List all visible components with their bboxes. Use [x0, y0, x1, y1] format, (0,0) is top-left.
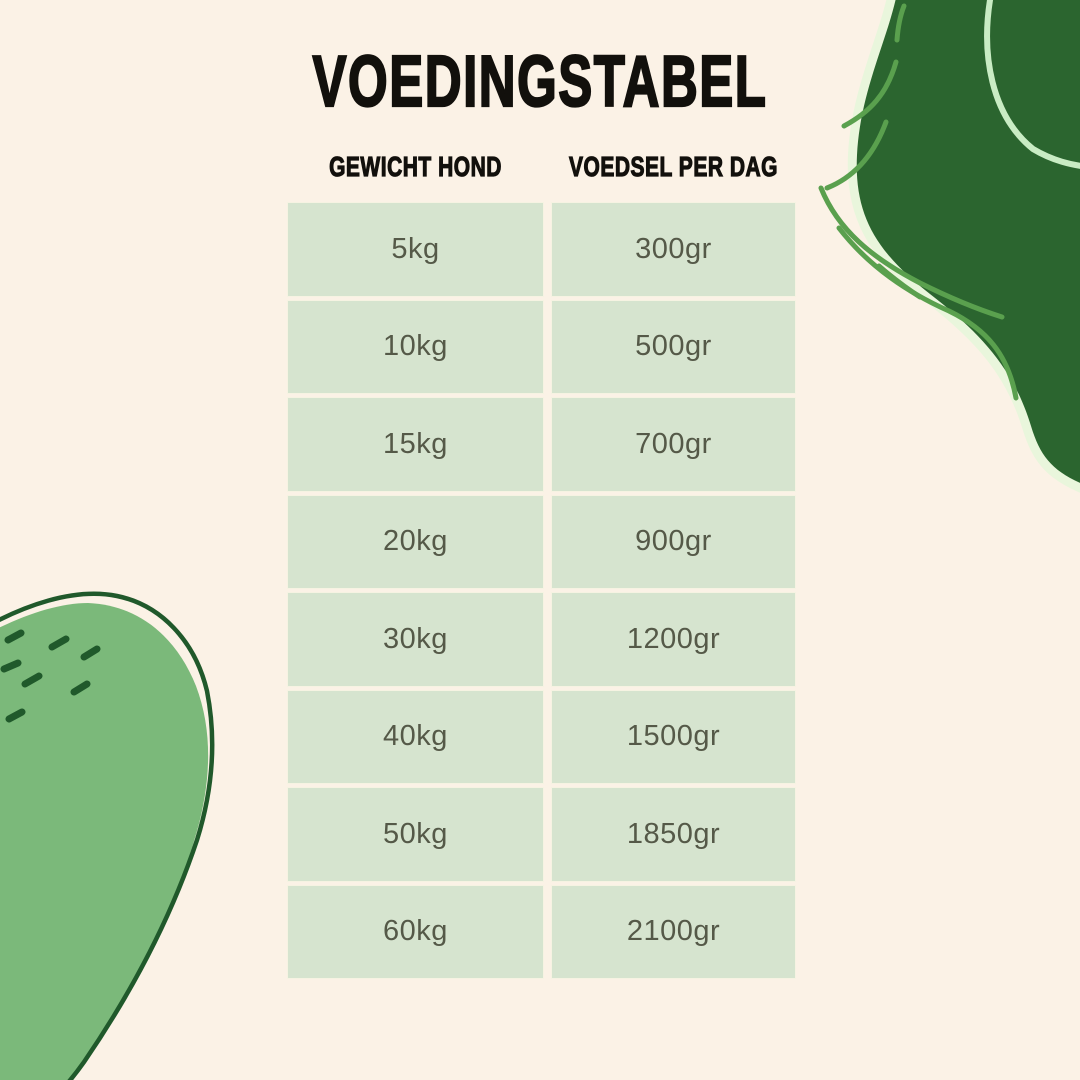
column-header-food: VOEDSEL PER DAG — [569, 152, 778, 183]
table-row: 15kg 700gr — [287, 397, 796, 492]
weight-cell: 50kg — [287, 787, 544, 882]
page-title: VOEDINGSTABEL — [312, 40, 768, 123]
food-cell: 1200gr — [551, 592, 796, 687]
weight-cell: 15kg — [287, 397, 544, 492]
weight-cell: 20kg — [287, 494, 544, 589]
table-row: 60kg 2100gr — [287, 884, 796, 979]
food-cell: 1850gr — [551, 787, 796, 882]
table-row: 40kg 1500gr — [287, 689, 796, 784]
food-cell: 900gr — [551, 494, 796, 589]
table-row: 5kg 300gr — [287, 202, 796, 297]
table-row: 50kg 1850gr — [287, 787, 796, 882]
leaf-blob-fill — [0, 603, 209, 1080]
weight-cell: 30kg — [287, 592, 544, 687]
leaf-seed-dashes — [0, 629, 101, 723]
food-cell: 300gr — [551, 202, 796, 297]
food-cell: 700gr — [551, 397, 796, 492]
weight-cell: 10kg — [287, 299, 544, 394]
leaf-blob-outline — [0, 591, 215, 1080]
food-cell: 500gr — [551, 299, 796, 394]
table-row: 30kg 1200gr — [287, 592, 796, 687]
food-cell: 1500gr — [551, 689, 796, 784]
table-row: 20kg 900gr — [287, 494, 796, 589]
weight-cell: 5kg — [287, 202, 544, 297]
food-cell: 2100gr — [551, 884, 796, 979]
feeding-table: 5kg 300gr 10kg 500gr 15kg 700gr 20kg 900… — [287, 202, 796, 979]
weight-cell: 60kg — [287, 884, 544, 979]
column-header-weight: GEWICHT HOND — [329, 152, 502, 183]
table-row: 10kg 500gr — [287, 299, 796, 394]
weight-cell: 40kg — [287, 689, 544, 784]
bottom-left-leaf-blob-decoration — [0, 591, 215, 1080]
